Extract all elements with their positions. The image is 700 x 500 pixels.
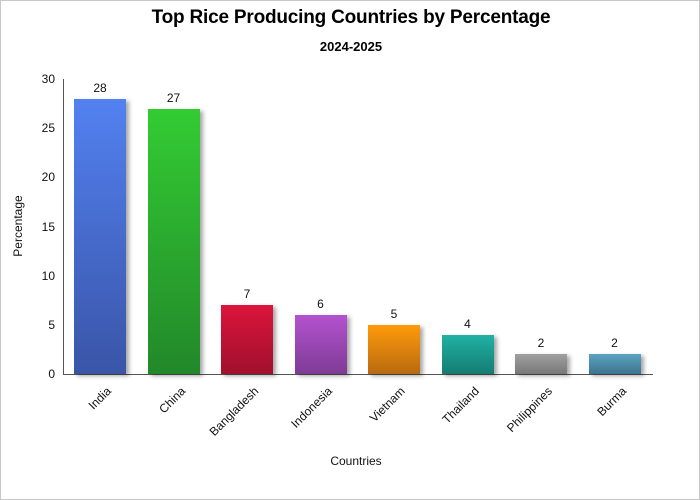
y-axis-line [63, 79, 64, 375]
bar-value-label: 28 [93, 80, 107, 95]
x-tick-label: India [85, 384, 114, 413]
bar-china[interactable] [147, 108, 200, 374]
x-axis-label: Countries [330, 454, 382, 468]
bar-indonesia[interactable] [294, 315, 347, 374]
chart-subtitle: 2024-2025 [319, 39, 383, 54]
x-tick-label: China [155, 384, 188, 417]
bar-value-label: 2 [611, 336, 618, 351]
bar-value-label: 27 [166, 90, 181, 105]
y-tick-label: 15 [41, 219, 55, 234]
bar-value-label: 7 [243, 287, 251, 302]
x-tick-label: Philippines [504, 384, 555, 435]
y-tick-label: 20 [41, 170, 55, 185]
y-axis-label: Percentage [11, 195, 25, 257]
y-tick-label: 10 [41, 268, 55, 283]
y-tick-label: 25 [41, 121, 55, 136]
bar-value-label: 6 [317, 297, 324, 311]
bar-india[interactable] [74, 98, 126, 374]
bar-vietnam[interactable] [368, 324, 420, 374]
x-tick-label: Thailand [438, 384, 482, 427]
bar-bangladesh[interactable] [221, 305, 273, 374]
bar-value-label: 5 [390, 306, 398, 321]
bar-thailand[interactable] [441, 334, 494, 374]
x-axis-line [63, 374, 653, 375]
y-tick-label: 30 [41, 72, 55, 86]
chart-title: Top Rice Producing Countries by Percenta… [151, 7, 551, 28]
y-tick-label: 0 [48, 367, 55, 381]
x-tick-label: Bangladesh [206, 384, 262, 439]
bar-burma[interactable] [588, 354, 641, 374]
x-tick-label: Vietnam [366, 384, 408, 425]
bar-value-label: 4 [464, 316, 471, 331]
x-tick-label: Burma [593, 384, 629, 419]
y-tick-label: 5 [48, 317, 55, 332]
bar-value-label: 2 [537, 336, 545, 351]
bar-philippines[interactable] [515, 354, 567, 374]
plot-area: 0 5 10 15 20 25 30 28 India 27 China 7 Bangladesh 6 In… [42, 72, 653, 439]
x-tick-label: Indonesia [287, 384, 335, 431]
